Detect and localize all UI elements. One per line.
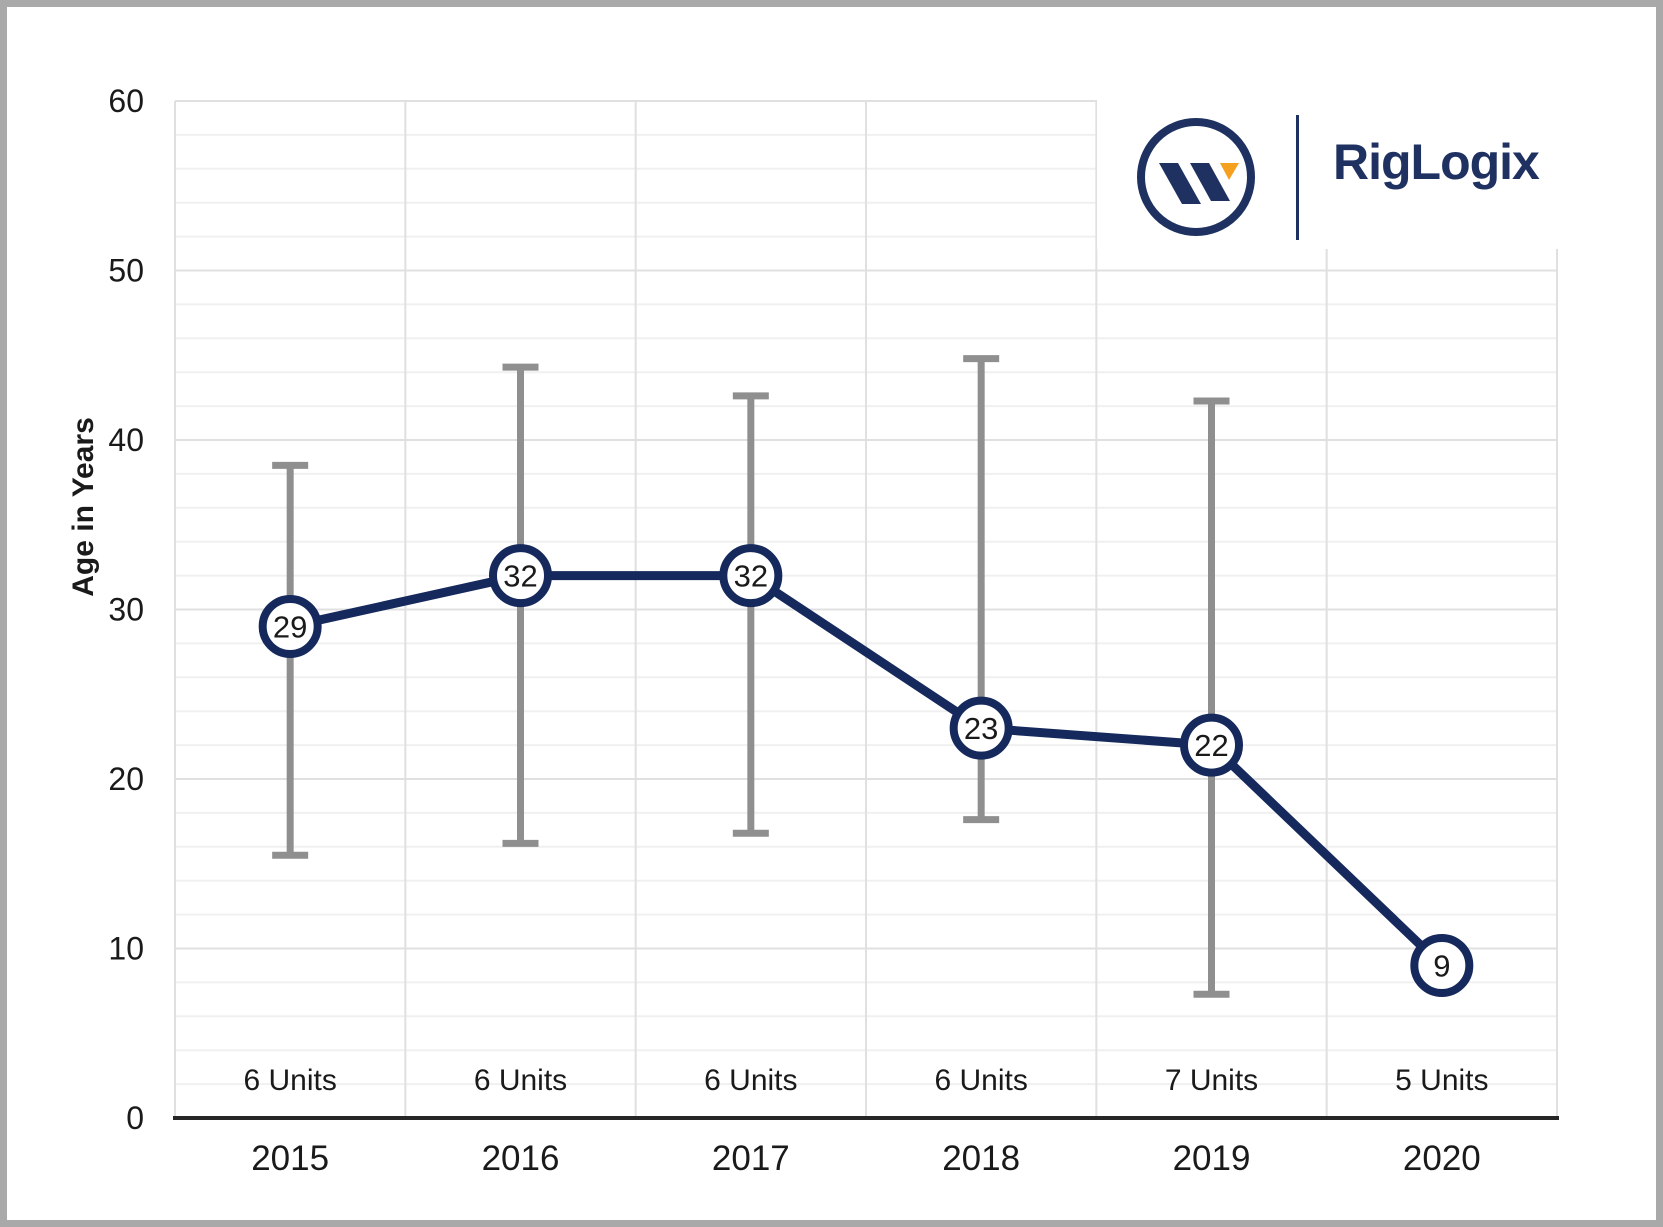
w-icon-orange-triangle <box>1220 163 1239 180</box>
units-label: 6 Units <box>704 1064 797 1097</box>
logo-divider <box>1296 115 1299 240</box>
data-point-marker <box>719 544 783 608</box>
year-label: 2015 <box>251 1139 329 1178</box>
brand-name: RigLogix <box>1333 134 1540 190</box>
w-icon-circle <box>1137 118 1255 236</box>
units-label: 6 Units <box>474 1064 567 1097</box>
data-point-marker <box>949 696 1013 760</box>
brand-logo: RigLogix <box>1127 107 1567 252</box>
y-tick-label: 20 <box>108 761 144 797</box>
year-label: 2020 <box>1403 1139 1481 1178</box>
data-point-marker <box>489 544 552 608</box>
year-label: 2018 <box>942 1139 1020 1178</box>
data-point-marker <box>258 594 322 658</box>
data-point-label: 32 <box>734 559 768 594</box>
units-label: 6 Units <box>243 1064 336 1097</box>
data-point-label: 9 <box>1433 948 1450 983</box>
y-tick-label: 40 <box>108 422 144 458</box>
y-tick-label: 30 <box>108 592 144 628</box>
y-tick-label: 10 <box>108 931 144 967</box>
w-icon-stroke-right <box>1190 163 1230 201</box>
year-label: 2017 <box>712 1139 790 1178</box>
units-label: 6 Units <box>934 1064 1027 1097</box>
y-tick-label: 50 <box>108 253 144 289</box>
data-point-label: 29 <box>273 609 307 644</box>
data-point-label: 32 <box>503 559 537 594</box>
w-icon <box>1137 118 1255 236</box>
data-point-label: 23 <box>964 711 998 746</box>
y-tick-label: 0 <box>126 1100 144 1136</box>
y-tick-label: 60 <box>108 83 144 119</box>
units-label: 7 Units <box>1165 1064 1258 1097</box>
data-point-marker <box>1180 713 1243 777</box>
units-label: 5 Units <box>1395 1064 1488 1097</box>
data-line <box>285 571 1447 970</box>
year-label: 2016 <box>482 1139 560 1178</box>
data-point-label: 22 <box>1194 728 1228 763</box>
year-label: 2019 <box>1173 1139 1251 1178</box>
w-icon-stroke-left <box>1159 163 1201 204</box>
data-point-marker <box>1410 933 1474 997</box>
y-axis-title: Age in Years <box>67 417 100 597</box>
